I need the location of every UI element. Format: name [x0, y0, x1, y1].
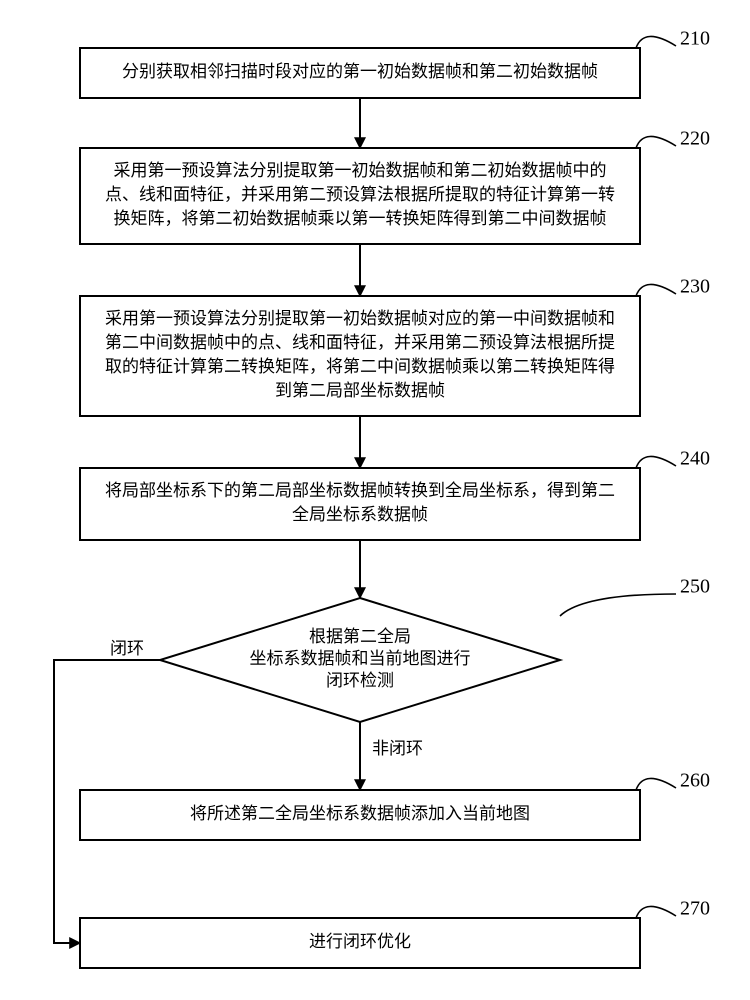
- ref-number: 220: [680, 128, 710, 150]
- node-text: 进行闭环优化: [309, 932, 411, 951]
- ref-number: 250: [680, 576, 710, 598]
- ref-leader: [636, 284, 676, 296]
- node-text: 换矩阵，将第二初始数据帧乘以第一转换矩阵得到第二中间数据帧: [114, 209, 607, 228]
- ref-number: 240: [680, 448, 710, 470]
- node-text: 分别获取相邻扫描时段对应的第一初始数据帧和第二初始数据帧: [122, 62, 598, 81]
- node-text: 闭环检测: [326, 671, 394, 690]
- flow-node-n220: 采用第一预设算法分别提取第一初始数据帧和第二初始数据帧中的点、线和面特征，并采用…: [80, 128, 710, 244]
- flow-node-n210: 分别获取相邻扫描时段对应的第一初始数据帧和第二初始数据帧 210: [80, 28, 710, 98]
- flow-node-n240: 将局部坐标系下的第二局部坐标数据帧转换到全局坐标系，得到第二全局坐标系数据帧 24…: [80, 448, 710, 540]
- ref-leader: [636, 456, 676, 468]
- node-text: 根据第二全局: [309, 627, 411, 646]
- edge-label: 非闭环: [372, 739, 423, 758]
- node-text: 到第二局部坐标数据帧: [275, 381, 445, 400]
- node-text: 全局坐标系数据帧: [292, 505, 428, 524]
- ref-number: 210: [680, 28, 710, 50]
- ref-number: 230: [680, 276, 710, 298]
- node-text: 将所述第二全局坐标系数据帧添加入当前地图: [190, 804, 530, 823]
- node-text: 取的特征计算第二转换矩阵，将第二中间数据帧乘以第二转换矩阵得: [105, 357, 615, 376]
- ref-leader: [636, 36, 676, 48]
- edge-label: 闭环: [110, 639, 144, 658]
- flow-node-n270: 进行闭环优化 270: [80, 898, 710, 968]
- ref-number: 260: [680, 770, 710, 792]
- node-text: 第二中间数据帧中的点、线和面特征，并采用第二预设算法根据所提: [105, 333, 615, 352]
- node-text: 点、线和面特征，并采用第二预设算法根据所提取的特征计算第一转: [105, 185, 615, 204]
- node-text: 坐标系数据帧和当前地图进行: [250, 649, 471, 668]
- ref-number: 270: [680, 898, 710, 920]
- node-text: 将局部坐标系下的第二局部坐标数据帧转换到全局坐标系，得到第二: [105, 481, 615, 500]
- flow-node-n250: 根据第二全局坐标系数据帧和当前地图进行闭环检测 250: [160, 576, 710, 722]
- flow-node-n230: 采用第一预设算法分别提取第一初始数据帧对应的第一中间数据帧和第二中间数据帧中的点…: [80, 276, 710, 416]
- ref-leader: [636, 778, 676, 790]
- flow-node-n260: 将所述第二全局坐标系数据帧添加入当前地图 260: [80, 770, 710, 840]
- ref-leader: [636, 906, 676, 918]
- node-text: 采用第一预设算法分别提取第一初始数据帧对应的第一中间数据帧和: [105, 309, 615, 328]
- node-text: 采用第一预设算法分别提取第一初始数据帧和第二初始数据帧中的: [114, 161, 607, 180]
- ref-leader: [636, 136, 676, 148]
- ref-leader: [560, 594, 676, 616]
